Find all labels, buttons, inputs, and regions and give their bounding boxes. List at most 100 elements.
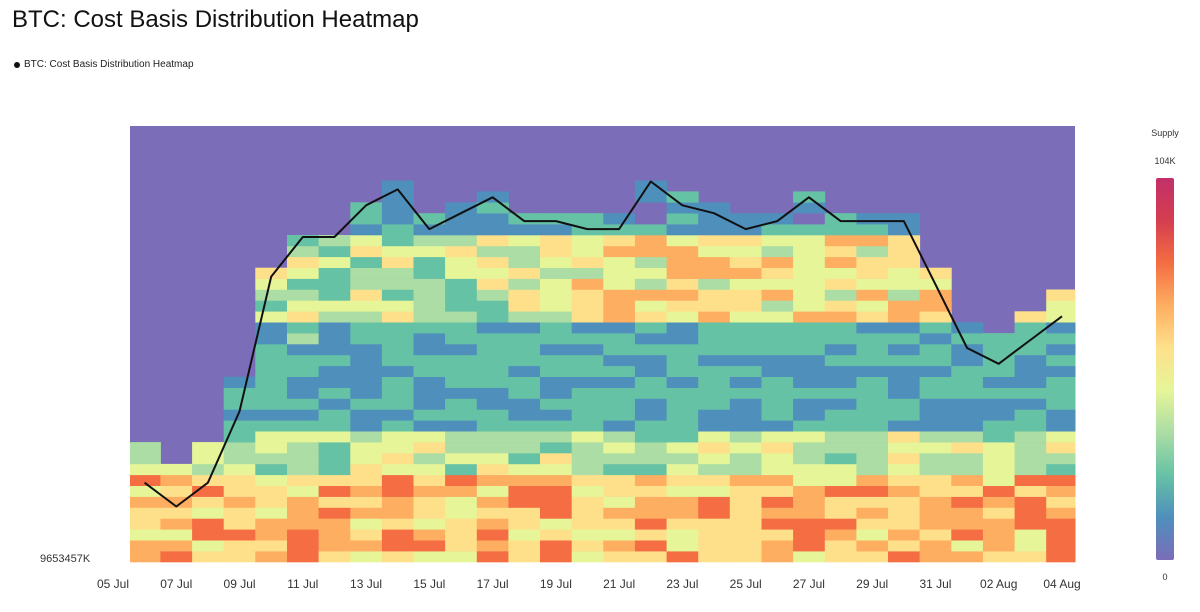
- heatmap-cell: [540, 311, 573, 323]
- heatmap-cell: [476, 442, 509, 454]
- heatmap-cell: [603, 518, 636, 530]
- heatmap-cell: [698, 224, 731, 236]
- heatmap-cell: [729, 551, 762, 563]
- heatmap-cell: [824, 507, 857, 519]
- heatmap-cell: [666, 354, 699, 367]
- heatmap-cell: [951, 376, 984, 388]
- heatmap-cell: [130, 496, 161, 508]
- heatmap-cell: [381, 333, 414, 345]
- heatmap-cell: [634, 256, 667, 268]
- heatmap-cell: [445, 289, 478, 301]
- heatmap-cell: [729, 431, 762, 443]
- heatmap-cell: [729, 518, 762, 530]
- heatmap-cell: [856, 300, 889, 312]
- heatmap-cell: [381, 354, 414, 367]
- heatmap-cell: [634, 518, 667, 530]
- heatmap-cell: [508, 420, 541, 432]
- heatmap-cell: [350, 540, 383, 552]
- heatmap-cell: [476, 202, 509, 214]
- heatmap-cell: [919, 518, 952, 530]
- heatmap-cell: [130, 551, 161, 563]
- heatmap-cell: [793, 235, 826, 247]
- heatmap-cell: [130, 518, 161, 530]
- heatmap-cell: [287, 398, 320, 410]
- heatmap-cell: [729, 420, 762, 432]
- heatmap-cell: [698, 496, 731, 508]
- heatmap-cell: [666, 224, 699, 236]
- heatmap-cell: [729, 365, 762, 377]
- heatmap-cell: [540, 354, 573, 367]
- heatmap-cell: [888, 420, 921, 432]
- heatmap-cell: [888, 311, 921, 323]
- heatmap-cell: [698, 420, 731, 432]
- heatmap-cell: [793, 474, 826, 486]
- heatmap-cell: [824, 289, 857, 301]
- heatmap-cell: [761, 235, 794, 247]
- heatmap-cell: [287, 344, 320, 356]
- heatmap-cell: [698, 333, 731, 345]
- heatmap-cell: [634, 551, 667, 563]
- heatmap-cell: [634, 235, 667, 247]
- heatmap-cell: [255, 507, 288, 519]
- heatmap-cell: [761, 256, 794, 268]
- heatmap-cell: [255, 442, 288, 454]
- heatmap-cell: [951, 409, 984, 421]
- heatmap-cell: [350, 551, 383, 563]
- chart-legend[interactable]: BTC: Cost Basis Distribution Heatmap: [14, 59, 194, 70]
- heatmap-cell: [160, 529, 193, 541]
- heatmap-cell: [130, 529, 161, 541]
- heatmap-cell: [761, 507, 794, 519]
- heatmap-cell: [793, 300, 826, 312]
- heatmap-cell: [729, 496, 762, 508]
- heatmap-cell: [666, 463, 699, 476]
- heatmap-cell: [603, 365, 636, 377]
- heatmap-cell: [951, 529, 984, 541]
- heatmap-cell: [445, 213, 478, 225]
- heatmap-cell: [634, 442, 667, 454]
- heatmap-cell: [508, 431, 541, 443]
- heatmap-cell: [318, 344, 351, 356]
- heatmap-cell: [571, 311, 604, 323]
- heatmap-cell: [666, 344, 699, 356]
- heatmap-cell: [1046, 376, 1076, 388]
- heatmap-cell: [603, 354, 636, 367]
- heatmap-cell: [729, 398, 762, 410]
- heatmap-cell: [318, 529, 351, 541]
- heatmap-cell: [919, 442, 952, 454]
- heatmap-cells: [130, 126, 1076, 563]
- heatmap-cell: [445, 474, 478, 486]
- heatmap-cell: [381, 387, 414, 399]
- heatmap-cell: [413, 442, 446, 454]
- heatmap-cell: [318, 289, 351, 301]
- heatmap-cell: [413, 267, 446, 279]
- heatmap-cell: [793, 344, 826, 356]
- heatmap-cell: [413, 485, 446, 497]
- heatmap-cell: [445, 540, 478, 552]
- heatmap-cell: [223, 409, 256, 421]
- heatmap-cell: [888, 442, 921, 454]
- heatmap-cell: [919, 344, 952, 356]
- heatmap-cell: [445, 442, 478, 454]
- heatmap-cell: [287, 235, 320, 247]
- heatmap-cell: [1046, 333, 1076, 345]
- heatmap-cell: [1046, 518, 1076, 530]
- heatmap-cell: [413, 529, 446, 541]
- heatmap-cell: [982, 420, 1015, 432]
- heatmap-cell: [476, 333, 509, 345]
- price-line[interactable]: [143, 180, 1063, 508]
- heatmap-cell: [287, 540, 320, 552]
- heatmap-cell: [255, 289, 288, 301]
- heatmap-cell: [318, 453, 351, 465]
- heatmap-cell: [761, 518, 794, 530]
- heatmap-cell: [571, 300, 604, 312]
- heatmap-cell: [540, 224, 573, 236]
- x-tick-label: 31 Jul: [919, 577, 951, 591]
- heatmap-cell: [634, 267, 667, 279]
- heatmap-cell: [1014, 485, 1047, 497]
- heatmap-cell: [888, 365, 921, 377]
- heatmap-cell: [634, 507, 667, 519]
- heatmap-cell: [571, 235, 604, 247]
- heatmap-cell: [381, 376, 414, 388]
- heatmap-cell: [666, 365, 699, 377]
